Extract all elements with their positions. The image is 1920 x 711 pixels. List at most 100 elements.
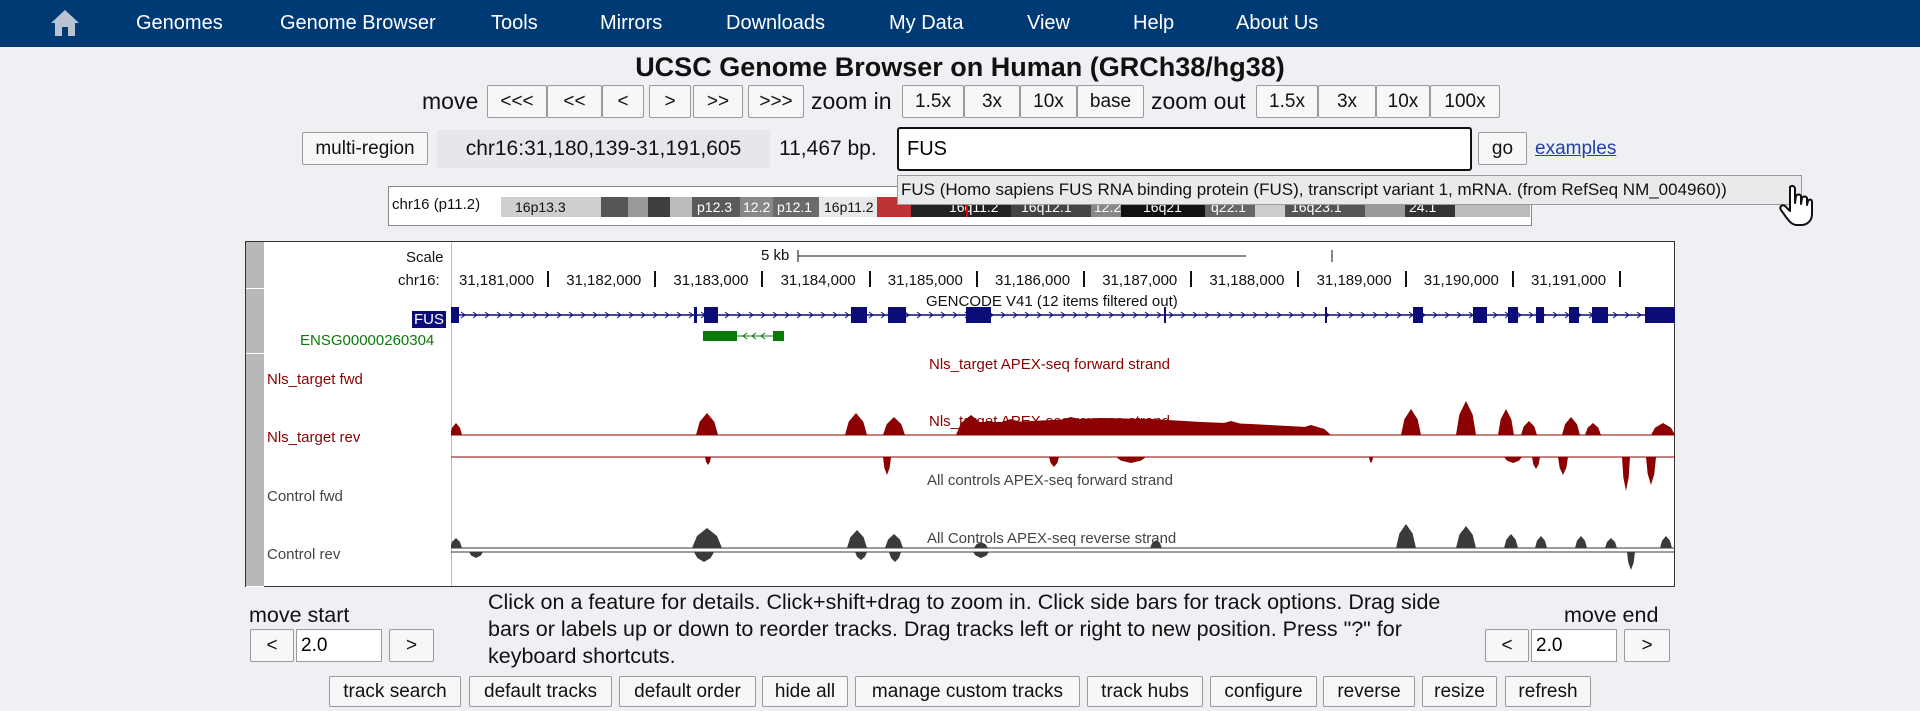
exon [1413,307,1423,323]
nav-downloads[interactable]: Downloads [726,12,825,34]
gene-models[interactable] [451,306,1675,346]
multi-region-button[interactable]: multi-region [302,132,428,165]
signal-tracks[interactable] [451,352,1675,586]
ruler-tick-label: 31,182,000 [566,272,642,289]
nav-genome-browser[interactable]: Genome Browser [280,12,436,34]
nav-tools[interactable]: Tools [491,12,538,34]
exon [451,307,459,323]
ctrl-fwd-title: All controls APEX-seq forward strand [927,472,1173,489]
scale-bar-label: 5 kb [761,247,790,264]
default-tracks-button[interactable]: default tracks [469,676,612,707]
ruler: 31,181,000 31,182,000 31,183,000 31,184,000… [246,268,1676,290]
move-start-left-button[interactable]: < [250,629,294,662]
nav-about-us[interactable]: About Us [1236,12,1319,34]
go-button[interactable]: go [1478,132,1527,165]
move-start-right-button[interactable]: > [389,629,434,662]
scale-bar [797,250,1246,262]
manage-custom-tracks-button[interactable]: manage custom tracks [855,676,1080,707]
zoom-out-1-5x-button[interactable]: 1.5x [1256,85,1318,118]
zoom-base-button[interactable]: base [1077,85,1144,118]
move-left-button[interactable]: < [602,85,644,118]
autocomplete-suggestion[interactable]: FUS (Homo sapiens FUS RNA binding protei… [897,175,1802,205]
nav-genomes[interactable]: Genomes [136,12,223,34]
search-input[interactable] [897,127,1472,171]
hide-all-button[interactable]: hide all [762,676,848,707]
band-label: 16p11.2 [824,199,874,215]
ruler-tick [1404,271,1407,287]
guideline [451,242,452,586]
ruler-tick [1190,271,1193,287]
ruler-tick-label: 31,187,000 [1102,272,1178,289]
move-end-input[interactable] [1531,629,1617,662]
ctrl-rev-label[interactable]: Control rev [267,546,341,563]
nav-my-data[interactable]: My Data [889,12,964,34]
move-start-label: move start [249,603,350,627]
gene-label-ensg[interactable]: ENSG00000260304 [300,332,435,349]
exon [1569,307,1579,323]
zoom-in-10x-button[interactable]: 10x [1020,85,1077,118]
top-nav-bar: Genomes Genome Browser Tools Mirrors Dow… [0,0,1920,47]
nav-help[interactable]: Help [1133,12,1175,34]
home-icon[interactable] [48,6,82,40]
gencode-track-title: GENCODE V41 (12 items filtered out) [926,293,1178,310]
ruler-tick [547,271,549,287]
gene-label-fus[interactable]: FUS [412,311,446,328]
zoom-in-1-5x-button[interactable]: 1.5x [902,85,964,118]
ensg-gene-model [703,331,784,341]
nls-fwd-hump [963,418,1321,435]
nav-mirrors[interactable]: Mirrors [600,12,663,34]
resize-button[interactable]: resize [1422,676,1497,707]
ruler-tick [1297,271,1300,287]
exon [1645,307,1675,323]
ruler-tick-label: 31,183,000 [673,272,749,289]
ruler-tick [761,271,764,287]
track-hubs-button[interactable]: track hubs [1087,676,1203,707]
sidebar-gencode[interactable] [246,289,264,354]
ruler-tick-label: 31,185,000 [887,272,963,289]
track-search-button[interactable]: track search [329,676,461,707]
ruler-tick-label: 31,184,000 [780,272,856,289]
move-left-far-button[interactable]: <<< [487,85,547,118]
scale-bar-end [1331,250,1333,262]
band-label: 12.2 [743,199,770,215]
position-display: chr16:31,180,139-31,191,605 [437,130,770,168]
ruler-tick [654,271,657,287]
ctrl-rev-title: All Controls APEX-seq reverse strand [927,530,1177,547]
ruler-tick-label: 31,188,000 [1209,272,1285,289]
ctrl-fwd-label[interactable]: Control fwd [267,488,343,505]
band-label: p12.3 [697,199,732,215]
zoom-out-100x-button[interactable]: 100x [1430,85,1500,118]
scale-label: Scale [406,249,444,266]
exon [1164,307,1166,323]
sidebar-apex[interactable] [246,354,264,587]
sidebar-ruler[interactable] [246,242,264,289]
reverse-button[interactable]: reverse [1323,676,1415,707]
band-label: p12.1 [777,199,812,215]
ruler-tick-label: 31,191,000 [1531,272,1607,289]
ruler-tick-label: 31,186,000 [995,272,1071,289]
nls-fwd-label[interactable]: Nls_target fwd [267,371,363,388]
ruler-tick [975,271,978,287]
move-end-label: move end [1564,603,1659,627]
move-end-left-button[interactable]: < [1485,629,1529,662]
examples-link[interactable]: examples [1535,138,1617,159]
refresh-button[interactable]: refresh [1505,676,1591,707]
move-right-button[interactable]: > [649,85,691,118]
ruler-tick [1083,271,1085,287]
zoom-out-10x-button[interactable]: 10x [1376,85,1430,118]
zoom-out-3x-button[interactable]: 3x [1318,85,1376,118]
move-end-right-button[interactable]: > [1624,629,1670,662]
nav-view[interactable]: View [1027,12,1070,34]
move-start-input[interactable] [296,629,382,662]
move-right-mid-button[interactable]: >> [693,85,743,118]
chrom-label: chr16: [398,272,440,289]
move-right-far-button[interactable]: >>> [748,85,804,118]
move-left-mid-button[interactable]: << [547,85,602,118]
zoom-in-3x-button[interactable]: 3x [964,85,1020,118]
configure-button[interactable]: configure [1210,676,1317,707]
default-order-button[interactable]: default order [619,676,756,707]
track-image-panel[interactable]: Scale chr16: 5 kb 31,181,000 31,182,000 31… [245,241,1675,587]
exon [1508,307,1518,323]
exon [704,307,718,323]
nls-rev-label[interactable]: Nls_target rev [267,429,361,446]
